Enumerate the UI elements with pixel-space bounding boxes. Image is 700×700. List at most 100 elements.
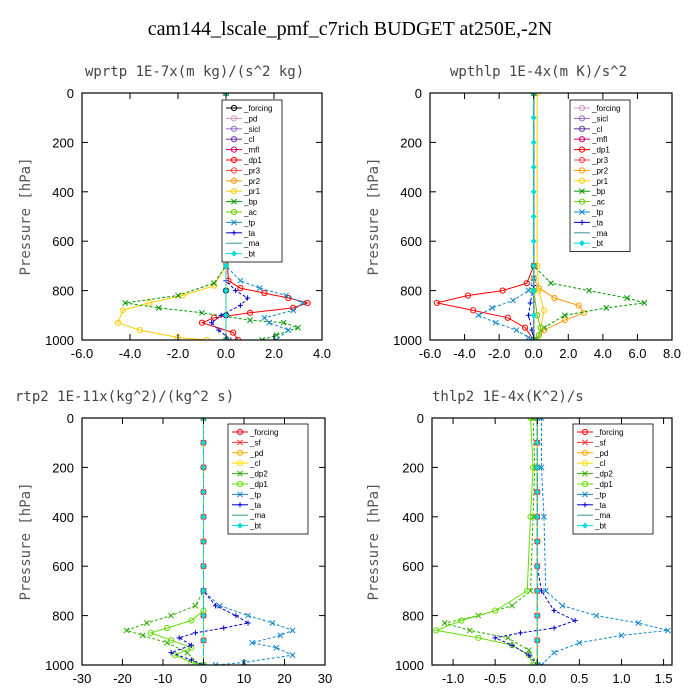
data-point_dp1 — [163, 624, 171, 632]
data-point_bt — [534, 464, 541, 471]
legend-marker — [237, 439, 243, 446]
legend-label: _pr2 — [243, 177, 261, 186]
data-point_dp1 — [492, 607, 499, 614]
data-point_bt — [222, 287, 230, 294]
x-tick-label: 2.0 — [265, 346, 283, 361]
data-point_bt — [200, 637, 207, 644]
data-point_ta — [509, 642, 515, 648]
legend-marker — [237, 470, 243, 477]
legend-label: _sicl — [243, 125, 260, 134]
plot-frame — [431, 417, 673, 666]
data-point_bt — [534, 587, 541, 594]
data-point_bp — [155, 304, 162, 311]
chart-panel-4: thlp2 1E-4x(K^2)/s Pressure [hPa] -1.0 -0.5… — [366, 389, 673, 686]
data-point_dp1 — [304, 299, 311, 307]
data-point_dp1 — [527, 513, 534, 520]
data-point_tp — [551, 649, 558, 656]
legend-label: _sicl — [591, 114, 608, 123]
data-point_tp — [223, 93, 229, 96]
legend-marker — [582, 491, 588, 498]
legend-label: _ma — [591, 229, 608, 238]
plot-frame — [429, 92, 673, 341]
legend-marker — [578, 125, 586, 132]
legend-marker — [581, 460, 589, 467]
y-axis-label: Pressure [hPa] — [18, 482, 34, 600]
data-point_dp1 — [168, 637, 175, 644]
x-tick-label: 6.0 — [628, 346, 646, 361]
data-point_dp1 — [237, 285, 244, 292]
legend-label: _ta — [591, 218, 604, 227]
data-point_bp — [122, 299, 129, 306]
data-point_bt — [534, 513, 541, 520]
data-point_pr2 — [551, 294, 558, 302]
legend-label: _ac — [243, 208, 257, 217]
data-point_tp — [542, 587, 549, 594]
legend-marker — [237, 502, 243, 508]
legend-marker — [230, 177, 238, 184]
series-line_pr1 — [536, 93, 545, 340]
y-tick-label: 1000 — [45, 333, 74, 348]
data-point_bt — [530, 139, 537, 146]
y-tick-label: 400 — [52, 510, 74, 525]
x-tick-label: 0 — [200, 671, 207, 686]
data-point_tp — [492, 319, 499, 326]
legend-label: _ma — [243, 239, 260, 248]
series-line_bp — [533, 93, 645, 340]
data-point_tp — [525, 334, 532, 340]
data-point_bt — [530, 312, 537, 319]
x-tick-label: 0.5 — [570, 671, 588, 686]
legend: _forcing_sf _pd_cl _dp2_dp1_tp _ta_ma _bt — [572, 423, 654, 535]
data-point_dp1 — [433, 299, 441, 307]
legend-marker — [230, 156, 238, 164]
data-point_tp — [525, 287, 532, 294]
legend-label: _pr1 — [591, 177, 609, 186]
data-point_pr1 — [136, 327, 143, 334]
data-point_tp — [538, 662, 545, 665]
y-tick-label: 0 — [417, 411, 424, 426]
y-tick-label: 200 — [52, 135, 74, 150]
legend-marker — [578, 115, 586, 122]
y-tick-label: 400 — [400, 185, 422, 200]
data-point_tp — [261, 314, 268, 321]
legend-label: _bp — [591, 187, 606, 196]
legend-marker — [578, 156, 586, 164]
data-point_dp2 — [192, 602, 199, 609]
y-tick-label: 1000 — [45, 658, 74, 673]
legend-marker — [582, 502, 588, 508]
legend-label: _bt — [249, 522, 262, 531]
data-point_dp1 — [147, 629, 154, 636]
data-point_ac — [537, 324, 544, 331]
data-point_pr1 — [179, 292, 186, 299]
legend-marker — [582, 470, 588, 477]
legend-label: _pr1 — [243, 187, 261, 196]
data-point_tp — [285, 327, 292, 334]
legend-marker — [578, 136, 586, 143]
legend-marker — [578, 198, 586, 205]
legend-marker — [237, 491, 243, 498]
series-group — [123, 418, 296, 665]
panel-title: wprtp 1E-7x(m kg)/(s^2 kg) — [85, 64, 304, 80]
data-point_tp — [290, 307, 297, 314]
data-point_tp — [283, 292, 289, 299]
data-point_dp1 — [529, 661, 537, 665]
data-point_dp1 — [521, 324, 529, 331]
data-point_tp — [530, 337, 537, 340]
legend-box — [572, 423, 654, 535]
legend-label: _bt — [594, 522, 607, 531]
data-point_ta — [168, 650, 174, 656]
legend-box — [227, 423, 309, 535]
data-point_ta — [218, 312, 224, 318]
x-tick-label: 0.0 — [525, 346, 543, 361]
data-point_tp — [269, 620, 276, 626]
data-point_ta — [216, 327, 222, 333]
data-point_bp — [624, 295, 631, 301]
data-point_dp1 — [188, 617, 195, 624]
series-line_dp2 — [124, 418, 204, 665]
legend-marker — [581, 480, 589, 488]
data-point_bt — [200, 538, 207, 545]
data-point_dp1 — [261, 289, 268, 297]
data-point_bt — [530, 188, 537, 195]
x-tick-label: -6.0 — [71, 346, 93, 361]
legend-marker — [579, 219, 585, 225]
